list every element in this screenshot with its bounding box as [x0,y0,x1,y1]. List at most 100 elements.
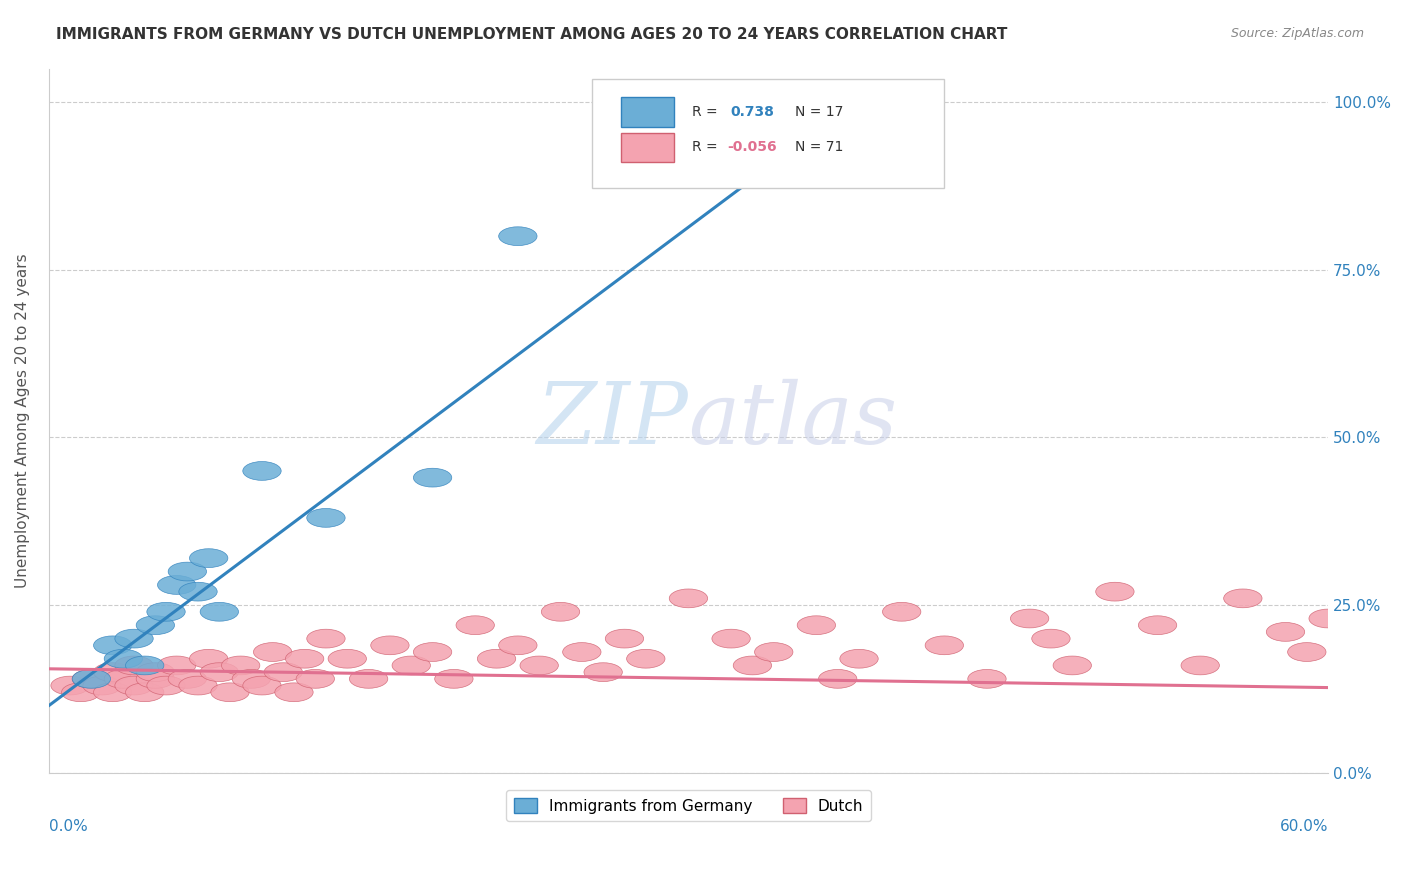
Ellipse shape [264,663,302,681]
Ellipse shape [839,649,879,668]
Ellipse shape [307,508,344,527]
FancyBboxPatch shape [620,97,675,127]
Ellipse shape [136,670,174,689]
Ellipse shape [328,649,367,668]
Ellipse shape [818,670,856,689]
Legend: Immigrants from Germany, Dutch: Immigrants from Germany, Dutch [506,790,870,822]
Ellipse shape [157,575,195,594]
Ellipse shape [413,468,451,487]
Ellipse shape [755,642,793,662]
Ellipse shape [733,656,772,675]
Ellipse shape [115,676,153,695]
Ellipse shape [1053,656,1091,675]
Ellipse shape [243,676,281,695]
Text: atlas: atlas [689,379,897,462]
Ellipse shape [136,663,174,681]
Ellipse shape [200,663,239,681]
Text: R =: R = [692,105,727,120]
Ellipse shape [413,642,451,662]
Text: ZIP: ZIP [537,379,689,462]
Ellipse shape [499,636,537,655]
Ellipse shape [1011,609,1049,628]
Ellipse shape [157,656,195,675]
Ellipse shape [434,670,472,689]
Ellipse shape [94,636,132,655]
Ellipse shape [1351,663,1391,681]
Ellipse shape [94,683,132,702]
Ellipse shape [520,656,558,675]
Ellipse shape [200,602,239,621]
Ellipse shape [83,676,121,695]
Ellipse shape [1309,609,1347,628]
Ellipse shape [72,670,111,689]
Ellipse shape [190,549,228,567]
Ellipse shape [711,629,751,648]
Ellipse shape [222,656,260,675]
Ellipse shape [232,670,270,689]
Ellipse shape [669,589,707,607]
Ellipse shape [1032,629,1070,648]
Ellipse shape [606,629,644,648]
Text: N = 71: N = 71 [794,140,844,154]
Ellipse shape [883,602,921,621]
Text: -0.056: -0.056 [727,140,776,154]
Ellipse shape [179,676,217,695]
FancyBboxPatch shape [620,133,675,162]
FancyBboxPatch shape [592,79,945,188]
Text: R =: R = [692,140,723,154]
Ellipse shape [104,649,142,668]
Text: Source: ZipAtlas.com: Source: ZipAtlas.com [1230,27,1364,40]
Ellipse shape [1095,582,1135,601]
Ellipse shape [104,670,142,689]
Ellipse shape [115,629,153,648]
Ellipse shape [146,602,186,621]
Ellipse shape [146,676,186,695]
Ellipse shape [499,227,537,245]
Ellipse shape [392,656,430,675]
Ellipse shape [1395,623,1406,641]
Ellipse shape [478,649,516,668]
Y-axis label: Unemployment Among Ages 20 to 24 years: Unemployment Among Ages 20 to 24 years [15,253,30,588]
Ellipse shape [350,670,388,689]
Ellipse shape [190,649,228,668]
Ellipse shape [925,636,963,655]
Ellipse shape [1139,615,1177,634]
Ellipse shape [1330,642,1368,662]
Ellipse shape [94,663,132,681]
Ellipse shape [72,670,111,689]
Ellipse shape [583,663,623,681]
Ellipse shape [274,683,314,702]
Ellipse shape [253,642,292,662]
Text: 0.738: 0.738 [731,105,775,120]
Ellipse shape [541,602,579,621]
Ellipse shape [169,562,207,581]
Ellipse shape [1267,623,1305,641]
Ellipse shape [1288,642,1326,662]
Ellipse shape [136,615,174,634]
Ellipse shape [169,670,207,689]
Text: IMMIGRANTS FROM GERMANY VS DUTCH UNEMPLOYMENT AMONG AGES 20 TO 24 YEARS CORRELAT: IMMIGRANTS FROM GERMANY VS DUTCH UNEMPLO… [56,27,1008,42]
Ellipse shape [125,656,165,675]
Ellipse shape [62,683,100,702]
Ellipse shape [1223,589,1263,607]
Ellipse shape [456,615,495,634]
Ellipse shape [211,683,249,702]
Ellipse shape [627,649,665,668]
Ellipse shape [307,629,344,648]
Ellipse shape [115,656,153,675]
Ellipse shape [51,676,89,695]
Ellipse shape [967,670,1007,689]
Ellipse shape [297,670,335,689]
Ellipse shape [285,649,323,668]
Ellipse shape [243,461,281,480]
Ellipse shape [1181,656,1219,675]
Text: N = 17: N = 17 [794,105,844,120]
Ellipse shape [179,582,217,601]
Ellipse shape [797,615,835,634]
Text: 0.0%: 0.0% [49,819,87,833]
Text: 60.0%: 60.0% [1279,819,1329,833]
Ellipse shape [562,642,600,662]
Ellipse shape [371,636,409,655]
Ellipse shape [818,126,856,145]
Ellipse shape [125,683,165,702]
